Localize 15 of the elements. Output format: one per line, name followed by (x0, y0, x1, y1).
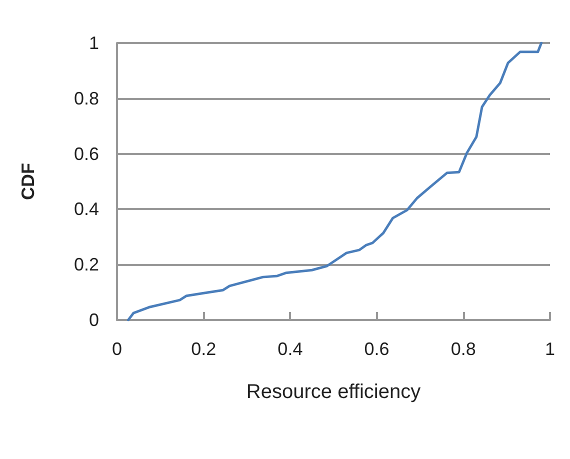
y-tick-label: 0.2 (74, 254, 99, 275)
y-axis-title: CDF (18, 163, 38, 200)
x-tick-label: 0.8 (450, 339, 476, 359)
x-tick-label: 1 (544, 339, 556, 359)
x-tick-label: 0.2 (191, 339, 216, 359)
y-tick-label: 0.8 (74, 88, 99, 108)
x-axis-title: Resource efficiency (246, 381, 421, 403)
x-tick-label: 0.4 (278, 339, 303, 359)
x-tick-label: 0.6 (364, 339, 390, 359)
y-tick-label: 0.6 (74, 144, 99, 164)
line-series (127, 42, 543, 322)
y-tick-label: 0.4 (74, 199, 99, 220)
y-tick-label: 1 (88, 33, 99, 53)
y-tick-label: 0 (88, 310, 99, 330)
x-tick-label: 0 (112, 339, 122, 359)
